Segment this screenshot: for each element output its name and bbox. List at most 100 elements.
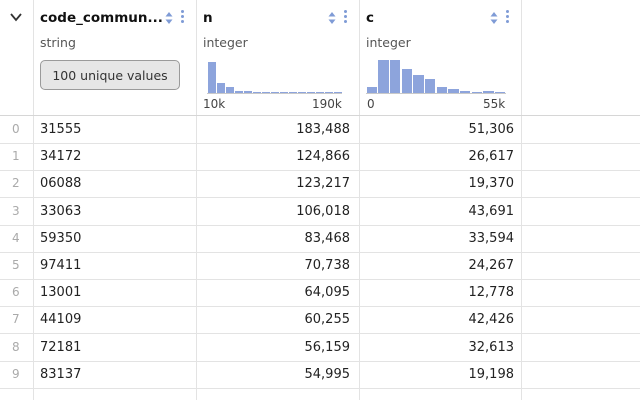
histogram-bar — [279, 92, 288, 93]
cell-code-commune: 13001 — [40, 285, 82, 300]
column-type: integer — [366, 35, 411, 50]
cell-code-commune: 72181 — [40, 340, 82, 355]
row-divider — [0, 143, 640, 144]
cell-code-commune: 06088 — [40, 176, 82, 191]
column-menu-icon[interactable] — [342, 9, 348, 25]
histogram-bar — [216, 82, 225, 93]
cell-c: 42,426 — [468, 312, 515, 327]
cell-n: 123,217 — [296, 176, 350, 191]
column-divider — [359, 0, 360, 400]
sort-icon[interactable] — [328, 10, 336, 24]
histogram-bar — [234, 90, 243, 93]
histogram-bar — [225, 87, 234, 93]
axis-max-label: 190k — [312, 97, 342, 111]
column-divider — [196, 0, 197, 400]
histogram-bar — [494, 92, 506, 93]
cell-code-commune: 59350 — [40, 231, 82, 246]
histogram-n[interactable] — [207, 56, 342, 93]
axis-min-label: 0 — [367, 97, 375, 111]
cell-n: 64,095 — [304, 285, 351, 300]
histogram-bar — [471, 92, 483, 93]
row-index: 9 — [12, 367, 20, 381]
column-header-n[interactable]: n — [203, 10, 213, 26]
cell-code-commune: 44109 — [40, 312, 82, 327]
column-menu-icon[interactable] — [504, 9, 510, 25]
cell-c: 51,306 — [468, 122, 515, 137]
cell-c: 43,691 — [468, 204, 515, 219]
histogram-baseline — [207, 93, 342, 94]
sort-icon[interactable] — [490, 10, 498, 24]
histogram-bar — [315, 92, 324, 93]
cell-c: 19,370 — [468, 176, 515, 191]
cell-c: 12,778 — [468, 285, 515, 300]
row-divider — [0, 170, 640, 171]
histogram-bar — [324, 92, 333, 93]
cell-n: 60,255 — [304, 312, 351, 327]
histogram-bar — [459, 91, 471, 93]
cell-n: 56,159 — [304, 340, 351, 355]
cell-n: 183,488 — [296, 122, 350, 137]
cell-n: 70,738 — [304, 258, 351, 273]
histogram-bar — [401, 68, 413, 93]
unique-values-button[interactable]: 100 unique values — [40, 60, 180, 90]
cell-n: 54,995 — [304, 367, 351, 382]
row-index: 0 — [12, 122, 20, 136]
column-header-code-commune[interactable]: code_commun... — [40, 10, 163, 26]
row-divider — [0, 252, 640, 253]
histogram-bar — [252, 91, 261, 93]
row-divider — [0, 388, 640, 389]
cell-code-commune: 31555 — [40, 122, 82, 137]
header-separator — [0, 115, 640, 116]
cell-c: 33,594 — [468, 231, 515, 246]
row-divider — [0, 225, 640, 226]
row-divider — [0, 306, 640, 307]
histogram-bar — [413, 74, 424, 93]
row-index: 5 — [12, 258, 20, 272]
histogram-bar — [261, 92, 270, 93]
row-divider — [0, 361, 640, 362]
histogram-bar — [448, 89, 459, 93]
histogram-bar — [270, 92, 279, 93]
histogram-bar — [366, 87, 378, 93]
histogram-bar — [207, 61, 216, 93]
histogram-bar — [483, 91, 494, 93]
histogram-bar — [436, 87, 448, 93]
histogram-bar — [243, 91, 252, 93]
column-type: string — [40, 35, 76, 50]
chevron-down-icon[interactable] — [9, 10, 23, 24]
cell-c: 19,198 — [468, 367, 515, 382]
sort-icon[interactable] — [165, 10, 173, 24]
row-index: 1 — [12, 149, 20, 163]
cell-c: 24,267 — [468, 258, 515, 273]
histogram-bar — [333, 92, 342, 93]
row-index: 6 — [12, 285, 20, 299]
cell-code-commune: 97411 — [40, 258, 82, 273]
axis-min-label: 10k — [203, 97, 226, 111]
column-header-c[interactable]: c — [366, 10, 375, 26]
axis-max-label: 55k — [483, 97, 506, 111]
cell-n: 124,866 — [296, 149, 350, 164]
row-index: 3 — [12, 204, 20, 218]
cell-code-commune: 83137 — [40, 367, 82, 382]
histogram-bar — [378, 60, 389, 93]
row-index: 8 — [12, 340, 20, 354]
row-index: 7 — [12, 312, 20, 326]
row-index: 2 — [12, 176, 20, 190]
histogram-baseline — [366, 93, 506, 94]
row-index: 4 — [12, 231, 20, 245]
column-menu-icon[interactable] — [179, 9, 185, 25]
histogram-c[interactable] — [366, 56, 506, 93]
row-divider — [0, 279, 640, 280]
row-divider — [0, 333, 640, 334]
histogram-bar — [389, 60, 401, 93]
column-type: integer — [203, 35, 248, 50]
histogram-bar — [288, 92, 297, 93]
cell-code-commune: 34172 — [40, 149, 82, 164]
column-divider — [521, 0, 522, 400]
row-divider — [0, 197, 640, 198]
cell-c: 32,613 — [468, 340, 515, 355]
histogram-bar — [424, 78, 436, 93]
cell-n: 83,468 — [304, 231, 351, 246]
column-divider — [33, 0, 34, 400]
